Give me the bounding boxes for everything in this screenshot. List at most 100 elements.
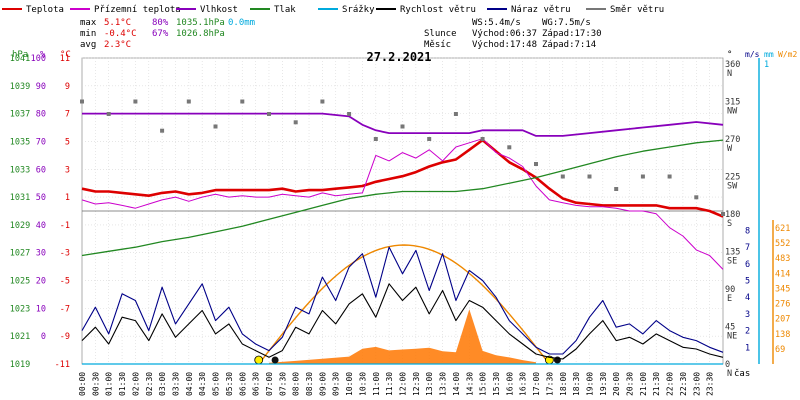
axis-c-tick: 1 <box>65 193 70 203</box>
stat-max-hum: 80% <box>152 18 169 28</box>
axis-rad-tick: 276 <box>775 300 790 310</box>
wind-direction-point <box>400 124 405 129</box>
legend-label: Teplota <box>26 5 64 15</box>
axis-x-tick: 11:30 <box>385 372 394 396</box>
axis-c-tick: -1 <box>60 221 70 231</box>
axes: hPa% °C1041103910371035103310311029102710… <box>10 50 798 396</box>
wind-direction-point <box>160 128 165 133</box>
axis-x-tick: 19:30 <box>599 372 608 396</box>
axis-rad-tick: 69 <box>775 345 785 355</box>
wind-direction-point <box>721 212 725 216</box>
header: max 5.1°C 80% 1035.1hPa 0.0mm min -0.4°C 67% 102… <box>80 18 602 64</box>
wind-direction-point <box>240 99 245 104</box>
wind-direction-point <box>267 112 271 116</box>
axis-pct-tick: 80 <box>36 110 46 120</box>
axis-x-tick: 05:00 <box>212 372 221 396</box>
axis-x-tick: 21:30 <box>652 372 661 396</box>
axis-x-tick: 10:00 <box>345 372 354 396</box>
axis-x-tick: 17:00 <box>532 372 541 396</box>
solar-radiation-area-path <box>268 309 537 364</box>
axis-dir-tick: 180 <box>725 210 740 220</box>
axis-x-tick: 01:00 <box>105 372 114 396</box>
axis-x-tick: 03:30 <box>171 372 180 396</box>
axis-x-tick: 07:30 <box>278 372 287 396</box>
axis-ms-tick: 2 <box>745 327 750 337</box>
axis-x-tick: 20:30 <box>626 372 635 396</box>
axis-hpa-tick: 1033 <box>10 165 30 175</box>
wind-direction-point <box>694 195 699 200</box>
axis-dir-name: NE <box>727 332 737 342</box>
axis-x-tick: 07:00 <box>265 372 274 396</box>
axis-x-tick: 23:00 <box>692 372 701 396</box>
series-náraz-větru <box>81 246 724 355</box>
axis-x-tick: 06:30 <box>252 372 261 396</box>
series-přízemní-teplota <box>81 138 724 270</box>
legend-label: Směr větru <box>610 5 664 15</box>
wind-direction-point <box>80 99 84 104</box>
axis-ms-tick: 3 <box>745 310 750 320</box>
axis-hpa-tick: 1037 <box>10 110 30 120</box>
axis-pct-tick: 40 <box>36 221 46 231</box>
wind-direction-point <box>587 174 592 179</box>
axis-x-tick: 13:30 <box>439 372 448 396</box>
axis-rad-unit: W/m2 <box>778 50 797 59</box>
axis-c-tick: 11 <box>60 54 70 64</box>
legend-label: Rychlost větru <box>400 5 476 15</box>
axis-ms-tick: 8 <box>745 226 750 236</box>
axis-c-tick: -5 <box>60 277 70 287</box>
legend-label: Srážky <box>342 5 375 15</box>
axis-c-tick: -3 <box>60 249 70 259</box>
axis-c-tick: 9 <box>65 82 70 92</box>
axis-rad-tick: 483 <box>775 254 790 264</box>
axis-dir-unit: ° <box>727 50 732 60</box>
wind-direction-point <box>213 124 218 129</box>
wind-direction-point <box>293 120 298 125</box>
axis-x-tick: 04:00 <box>185 372 194 396</box>
axis-x-tick: 10:30 <box>358 372 367 396</box>
axis-hpa-tick: 1041 <box>10 54 30 64</box>
wind-direction-point <box>186 99 191 104</box>
axis-dir-name: SE <box>727 257 737 267</box>
axis-x-tick: 00:00 <box>78 372 87 396</box>
axis-x-tick: 06:00 <box>238 372 247 396</box>
axis-dir-tick: 225 <box>725 173 740 183</box>
axis-dir-name: S <box>727 219 732 229</box>
axis-dir-tick: 45 <box>725 323 735 333</box>
axis-hpa-unit: hPa <box>12 50 28 60</box>
stat-min-press: 1026.8hPa <box>176 29 225 39</box>
axis-dir-tick: 90 <box>725 285 735 295</box>
stat-min-temp: -0.4°C <box>104 29 137 39</box>
stat-min-hum: 67% <box>152 29 169 39</box>
sun-curve <box>258 244 550 365</box>
wind-direction-point <box>534 162 538 166</box>
axis-ms-tick: 5 <box>745 276 750 286</box>
axis-rad-tick: 138 <box>775 330 790 340</box>
moon-label: Měsíc <box>424 40 451 50</box>
legend-label: Tlak <box>274 5 296 15</box>
sun-rise: Východ:06:37 <box>472 29 537 39</box>
sun-set: Západ:17:30 <box>542 29 602 39</box>
axis-x-tick: 04:30 <box>198 372 207 396</box>
axis-x-tick: 09:30 <box>332 372 341 396</box>
axis-hpa-tick: 1019 <box>10 360 30 370</box>
axis-x-tick: 17:30 <box>545 372 554 396</box>
stat-max-temp: 5.1°C <box>104 18 131 28</box>
axis-dir-name: N <box>727 69 732 79</box>
axis-mm-tick: 1 <box>764 60 769 70</box>
axis-x-tick: 02:30 <box>145 372 154 396</box>
axis-dir-tick: 135 <box>725 248 740 258</box>
axis-ms-tick: 1 <box>745 343 750 353</box>
grid <box>81 57 724 365</box>
axis-dir-tick: 360 <box>725 60 740 70</box>
axis-x-tick: 08:30 <box>305 372 314 396</box>
axis-x-tick: 16:30 <box>519 372 528 396</box>
axis-x-tick: 18:30 <box>572 372 581 396</box>
axis-hpa-tick: 1027 <box>10 249 30 259</box>
solar-radiation-area <box>254 244 561 365</box>
wind-direction-point <box>453 112 458 116</box>
axis-x-tick: 21:00 <box>639 372 648 396</box>
axis-c-unit: °C <box>60 50 71 60</box>
axis-ms-unit: m/s <box>745 50 760 59</box>
wind-direction-point <box>480 137 485 141</box>
